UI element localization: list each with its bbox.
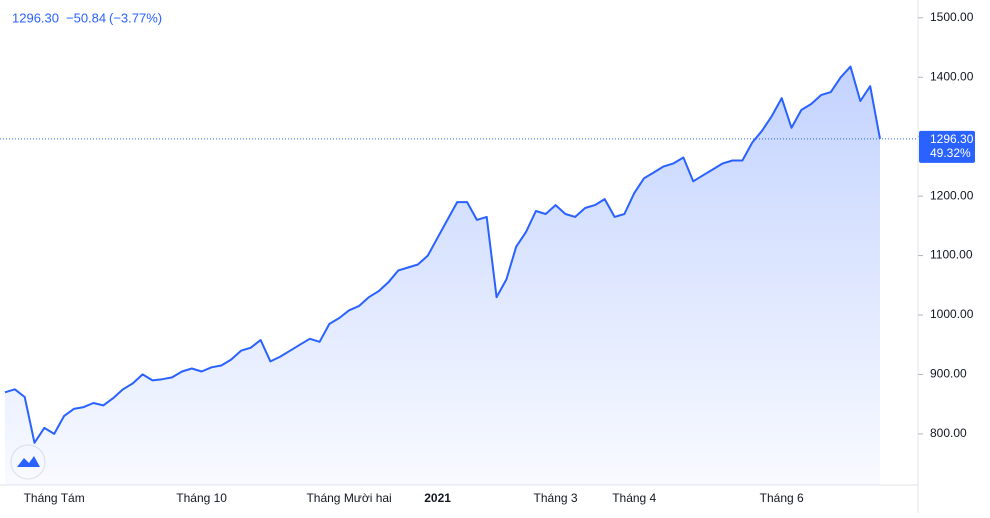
y-tick-label: 1100.00 [930,248,973,262]
price: 1296.30 [12,10,59,25]
x-tick-label: Tháng Tám [24,491,85,505]
y-tick-label: 1400.00 [930,69,974,83]
y-tick-label: 1200.00 [930,188,974,202]
y-tick-label: 800.00 [930,426,967,440]
x-tick-label: 2021 [424,491,451,505]
y-tick-label: 900.00 [930,367,967,381]
change-pct: (−3.77%) [109,10,162,25]
x-tick-label: Tháng 6 [760,491,804,505]
price-line [4,65,881,444]
x-tick-label: Tháng 4 [612,491,656,505]
y-tick-label: 1500.00 [930,10,974,24]
last-price-label: 1296.30 [930,132,974,146]
area-fill [5,66,880,485]
change: −50.84 [66,10,106,25]
x-tick-label: Tháng 3 [534,491,578,505]
y-tick-label: 1000.00 [930,307,974,321]
x-tick-label: Tháng 10 [176,491,227,505]
last-price-box [919,130,975,163]
last-pct-label: 49.32% [930,146,971,160]
header: 1296.30 −50.84 (−3.77%) [12,10,162,25]
x-tick-label: Tháng Mười hai [306,491,391,505]
